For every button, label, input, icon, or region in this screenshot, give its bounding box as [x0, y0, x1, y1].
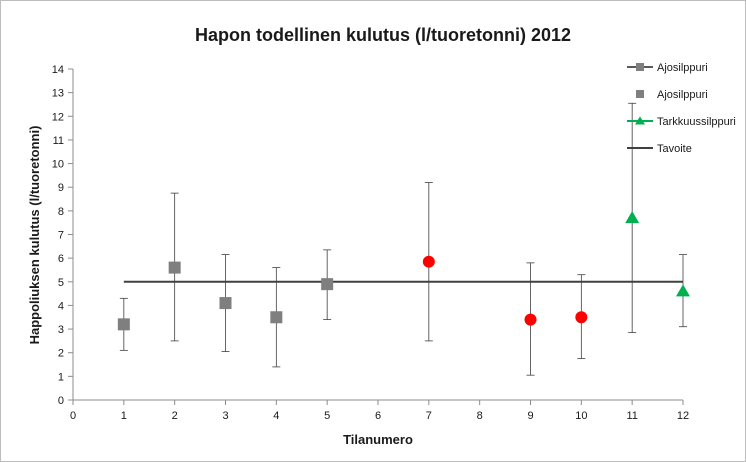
y-tick-label: 14: [52, 64, 64, 76]
legend-label: Tarkkuussilppuri: [657, 116, 736, 128]
legend-entry: Ajosilppuri: [636, 89, 708, 101]
y-axis-title: Happoliuksen kulutus (l/tuoretonni): [27, 126, 42, 345]
x-tick-label: 1: [121, 410, 127, 422]
y-tick-label: 13: [52, 88, 64, 100]
legend-marker: [635, 116, 645, 125]
x-tick-label: 11: [626, 410, 637, 422]
legend-marker: [636, 90, 644, 98]
data-point-circle: [422, 255, 435, 268]
data-point-square: [270, 311, 283, 324]
x-tick-label: 3: [222, 410, 228, 422]
y-tick-label: 6: [58, 253, 64, 265]
y-tick-label: 0: [58, 395, 64, 407]
y-tick-label: 3: [58, 324, 64, 336]
y-tick-label: 5: [58, 277, 64, 289]
x-tick-label: 8: [477, 410, 483, 422]
legend-label: Ajosilppuri: [657, 62, 708, 74]
x-tick-label: 9: [527, 410, 533, 422]
x-tick-label: 12: [677, 410, 689, 422]
x-tick-label: 7: [426, 410, 432, 422]
y-tick-label: 7: [58, 230, 64, 242]
legend-entry: Ajosilppuri: [627, 62, 708, 74]
x-tick-label: 6: [375, 410, 381, 422]
y-tick-label: 11: [53, 135, 64, 147]
y-tick-label: 2: [58, 348, 64, 360]
y-tick-label: 10: [52, 159, 64, 171]
data-point-square: [117, 318, 130, 331]
data-point-triangle: [625, 211, 640, 224]
legend: Ajosilppuri Ajosilppuri Tarkkuussilppuri Ta…: [627, 62, 736, 155]
axes: [68, 68, 684, 405]
plot-area: [117, 102, 690, 376]
legend-label: Tavoite: [657, 143, 692, 155]
legend-entry: Tavoite: [627, 143, 692, 155]
legend-marker: [636, 63, 644, 71]
data-point-triangle: [676, 284, 690, 297]
chart-title: Hapon todellinen kulutus (l/tuoretonni) …: [195, 25, 571, 45]
data-point-circle: [575, 311, 588, 324]
y-tick-label: 4: [58, 300, 64, 312]
x-tick-label: 2: [172, 410, 178, 422]
x-tick-label: 10: [575, 410, 587, 422]
x-tick-label: 4: [273, 410, 279, 422]
data-point-square: [168, 261, 181, 274]
x-axis-title: Tilanumero: [343, 432, 413, 447]
legend-entry: Tarkkuussilppuri: [627, 116, 736, 128]
data-point-square: [219, 297, 232, 310]
y-tick-label: 12: [52, 111, 64, 123]
legend-label: Ajosilppuri: [657, 89, 708, 101]
data-point-square: [321, 278, 334, 291]
x-tick-label: 0: [70, 410, 76, 422]
y-tick-label: 8: [58, 206, 64, 218]
data-point-circle: [524, 313, 537, 326]
y-tick-label: 1: [58, 371, 64, 383]
y-tick-label: 9: [58, 182, 64, 194]
x-tick-label: 5: [324, 410, 330, 422]
